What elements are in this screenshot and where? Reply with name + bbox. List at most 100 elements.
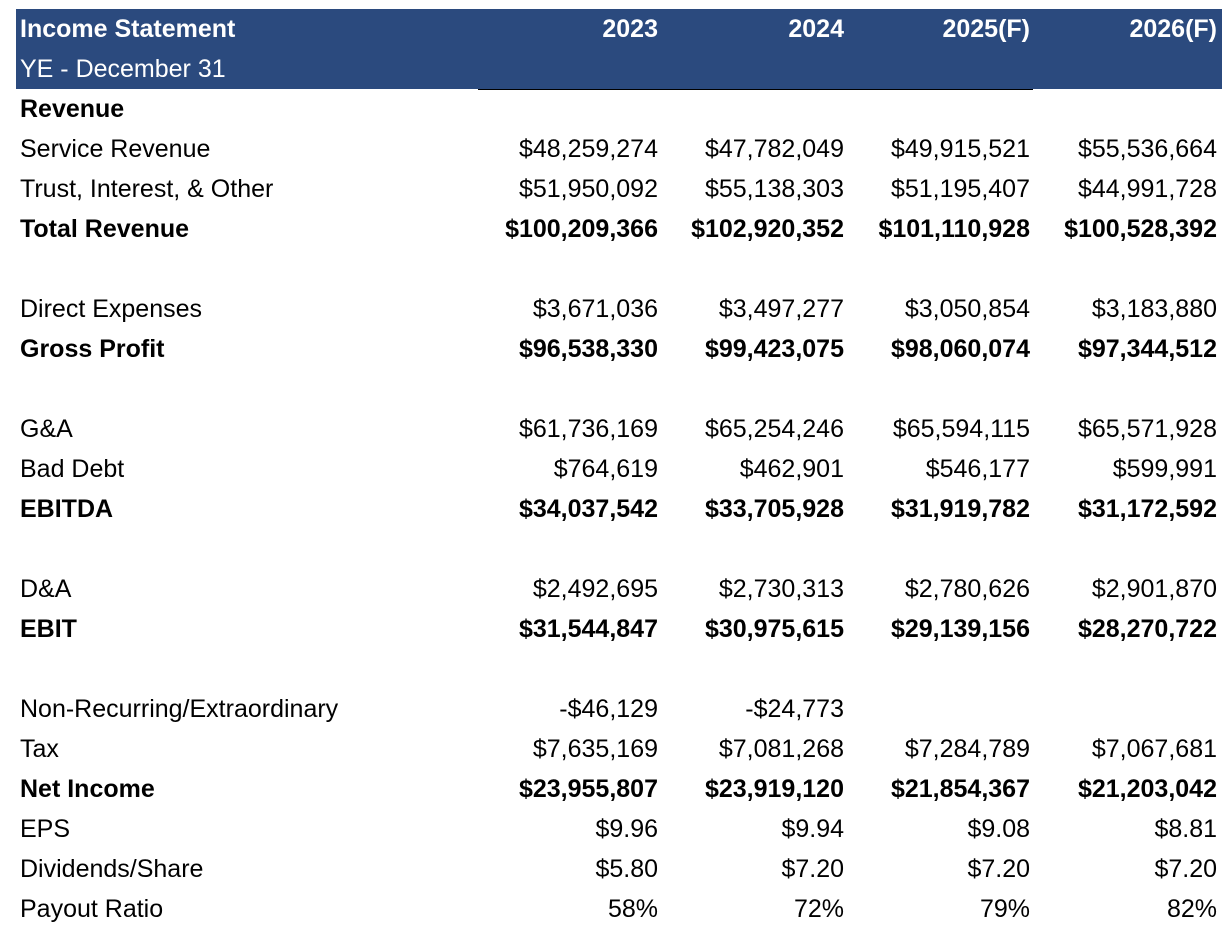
row-label: EBIT — [20, 615, 77, 643]
row-value-2026f: $599,991 — [1112, 455, 1217, 483]
row-value-2025f: $31,919,782 — [890, 495, 1030, 523]
row-value-2025f: $98,060,074 — [890, 335, 1030, 363]
income-statement-sheet: Income Statement YE - December 31 2023 2… — [16, 9, 1222, 929]
row-value-2026f: $97,344,512 — [1077, 335, 1217, 363]
row-label: Net Income — [20, 775, 155, 803]
row-value-2023: $23,955,807 — [518, 775, 658, 803]
table-row: G&A $61,736,169 $65,254,246 $65,594,115 … — [16, 409, 1222, 449]
row-value-2023: $9.96 — [595, 815, 658, 843]
table-row: EBITDA $34,037,542 $33,705,928 $31,919,7… — [16, 489, 1222, 529]
table-row: Gross Profit $96,538,330 $99,423,075 $98… — [16, 329, 1222, 369]
row-value-2023: $5.80 — [595, 855, 658, 883]
row-label: Non-Recurring/Extraordinary — [20, 695, 339, 723]
row-value-2025f: $9.08 — [967, 815, 1030, 843]
statement-title: Income Statement — [20, 15, 236, 43]
row-value-2023: $7,635,169 — [532, 735, 658, 763]
table-row: Revenue — [16, 89, 1222, 129]
row-value-2024: -$24,773 — [745, 695, 844, 723]
row-value-2024: $462,901 — [739, 455, 844, 483]
row-value-2026f: $3,183,880 — [1091, 295, 1217, 323]
table-row: Payout Ratio 58% 72% 79% 82% — [16, 889, 1222, 929]
table-row: EBIT $31,544,847 $30,975,615 $29,139,156… — [16, 609, 1222, 649]
row-value-2026f: $7,067,681 — [1091, 735, 1217, 763]
row-value-2026f: $65,571,928 — [1077, 415, 1217, 443]
row-label: Revenue — [20, 95, 125, 123]
spacer-row — [16, 649, 1222, 689]
row-value-2025f: $101,110,928 — [878, 215, 1030, 243]
row-label: Bad Debt — [20, 455, 125, 483]
fiscal-year-end-label: YE - December 31 — [20, 55, 226, 83]
row-value-2023: $51,950,092 — [518, 175, 658, 203]
row-value-2025f: $7,284,789 — [904, 735, 1030, 763]
row-label: EBITDA — [20, 495, 114, 523]
statement-rows: Revenue Service Revenue $48,259,274 $47,… — [16, 89, 1222, 929]
row-value-2025f: $51,195,407 — [890, 175, 1030, 203]
spacer-row — [16, 369, 1222, 409]
row-value-2023: $100,209,366 — [505, 215, 658, 243]
row-label: Gross Profit — [20, 335, 165, 363]
row-label: Tax — [20, 735, 59, 763]
row-value-2024: $33,705,928 — [704, 495, 844, 523]
table-header: Income Statement YE - December 31 2023 2… — [16, 9, 1222, 89]
row-value-2024: $47,782,049 — [704, 135, 844, 163]
row-value-2026f: $21,203,042 — [1077, 775, 1217, 803]
row-label: EPS — [20, 815, 71, 843]
spacer-row — [16, 249, 1222, 289]
year-header-2025f: 2025(F) — [942, 15, 1030, 43]
row-value-2026f: $7.20 — [1154, 855, 1217, 883]
year-header-2023: 2023 — [602, 15, 658, 43]
row-value-2023: -$46,129 — [559, 695, 658, 723]
row-value-2023: $764,619 — [553, 455, 658, 483]
row-value-2024: $2,730,313 — [718, 575, 844, 603]
row-label: Direct Expenses — [20, 295, 203, 323]
row-label: G&A — [20, 415, 73, 443]
row-value-2026f: $28,270,722 — [1077, 615, 1217, 643]
row-value-2024: $3,497,277 — [718, 295, 844, 323]
row-value-2026f: $44,991,728 — [1077, 175, 1217, 203]
table-row: Total Revenue $100,209,366 $102,920,352 … — [16, 209, 1222, 249]
row-value-2024: $30,975,615 — [704, 615, 844, 643]
table-row: Tax $7,635,169 $7,081,268 $7,284,789 $7,… — [16, 729, 1222, 769]
header-rule — [478, 89, 1033, 90]
table-row: EPS $9.96 $9.94 $9.08 $8.81 — [16, 809, 1222, 849]
row-value-2024: $7,081,268 — [718, 735, 844, 763]
row-value-2026f: $100,528,392 — [1064, 215, 1217, 243]
row-value-2024: $23,919,120 — [704, 775, 844, 803]
row-value-2023: $2,492,695 — [532, 575, 658, 603]
row-label: Total Revenue — [20, 215, 190, 243]
table-row: Non-Recurring/Extraordinary -$46,129 -$2… — [16, 689, 1222, 729]
spacer-row — [16, 529, 1222, 569]
row-value-2026f: $2,901,870 — [1091, 575, 1217, 603]
row-value-2024: $65,254,246 — [704, 415, 844, 443]
row-value-2023: $34,037,542 — [518, 495, 658, 523]
row-label: D&A — [20, 575, 72, 603]
table-row: Dividends/Share $5.80 $7.20 $7.20 $7.20 — [16, 849, 1222, 889]
row-value-2024: $99,423,075 — [704, 335, 844, 363]
row-value-2026f: $8.81 — [1154, 815, 1217, 843]
row-value-2024: $102,920,352 — [691, 215, 844, 243]
row-value-2024: $7.20 — [781, 855, 844, 883]
table-row: Bad Debt $764,619 $462,901 $546,177 $599… — [16, 449, 1222, 489]
row-value-2023: $48,259,274 — [518, 135, 658, 163]
row-value-2024: $9.94 — [781, 815, 844, 843]
table-row: D&A $2,492,695 $2,730,313 $2,780,626 $2,… — [16, 569, 1222, 609]
row-value-2024: $55,138,303 — [704, 175, 844, 203]
row-value-2025f: $65,594,115 — [892, 415, 1030, 443]
row-value-2026f: 82% — [1166, 895, 1217, 923]
row-label: Trust, Interest, & Other — [20, 175, 274, 203]
row-label: Dividends/Share — [20, 855, 204, 883]
row-value-2025f: 79% — [979, 895, 1030, 923]
row-value-2025f: $2,780,626 — [904, 575, 1030, 603]
row-value-2025f: $29,139,156 — [890, 615, 1030, 643]
row-value-2025f: $546,177 — [925, 455, 1030, 483]
row-label: Service Revenue — [20, 135, 211, 163]
table-row: Direct Expenses $3,671,036 $3,497,277 $3… — [16, 289, 1222, 329]
row-value-2023: $3,671,036 — [532, 295, 658, 323]
year-header-2024: 2024 — [788, 15, 844, 43]
table-row: Service Revenue $48,259,274 $47,782,049 … — [16, 129, 1222, 169]
row-value-2026f: $55,536,664 — [1077, 135, 1217, 163]
row-value-2025f: $7.20 — [967, 855, 1030, 883]
row-value-2023: $61,736,169 — [518, 415, 658, 443]
row-value-2026f: $31,172,592 — [1077, 495, 1217, 523]
row-value-2025f: $49,915,521 — [890, 135, 1030, 163]
